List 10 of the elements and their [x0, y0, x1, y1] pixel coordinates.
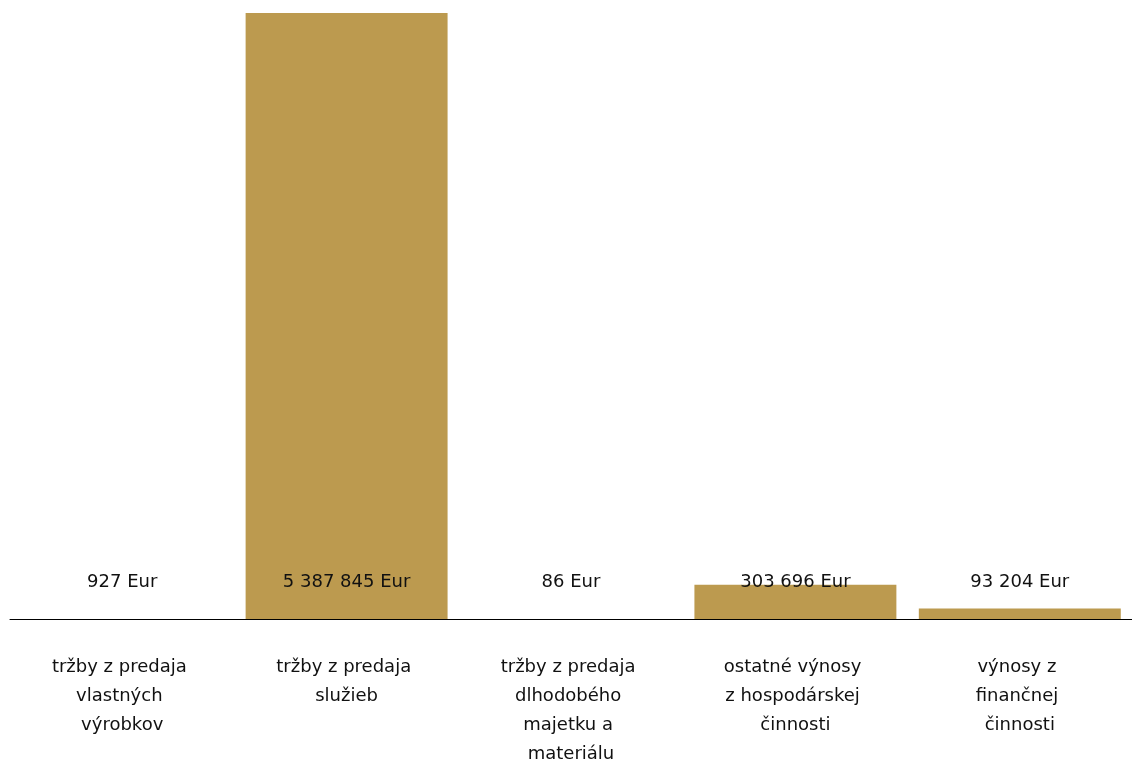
x-tick-label: ostatné výnosy z hospodárskej činnosti — [723, 655, 868, 734]
data-label: 86 Eur — [541, 569, 601, 591]
data-label: 927 Eur — [87, 569, 158, 591]
x-tick-label: tržby z predaja vlastných výrobkov — [51, 655, 193, 734]
data-label: 5 387 845 Eur — [282, 569, 411, 591]
data-label: 93 204 Eur — [970, 569, 1070, 591]
x-tick-label: tržby z predaja služieb — [276, 655, 417, 705]
x-tick-label: výnosy z finančnej činnosti — [975, 655, 1064, 734]
data-label: 303 696 Eur — [740, 569, 852, 591]
x-tick-label: tržby z predaja dlhodobého majetku a materiálu — [500, 655, 642, 763]
